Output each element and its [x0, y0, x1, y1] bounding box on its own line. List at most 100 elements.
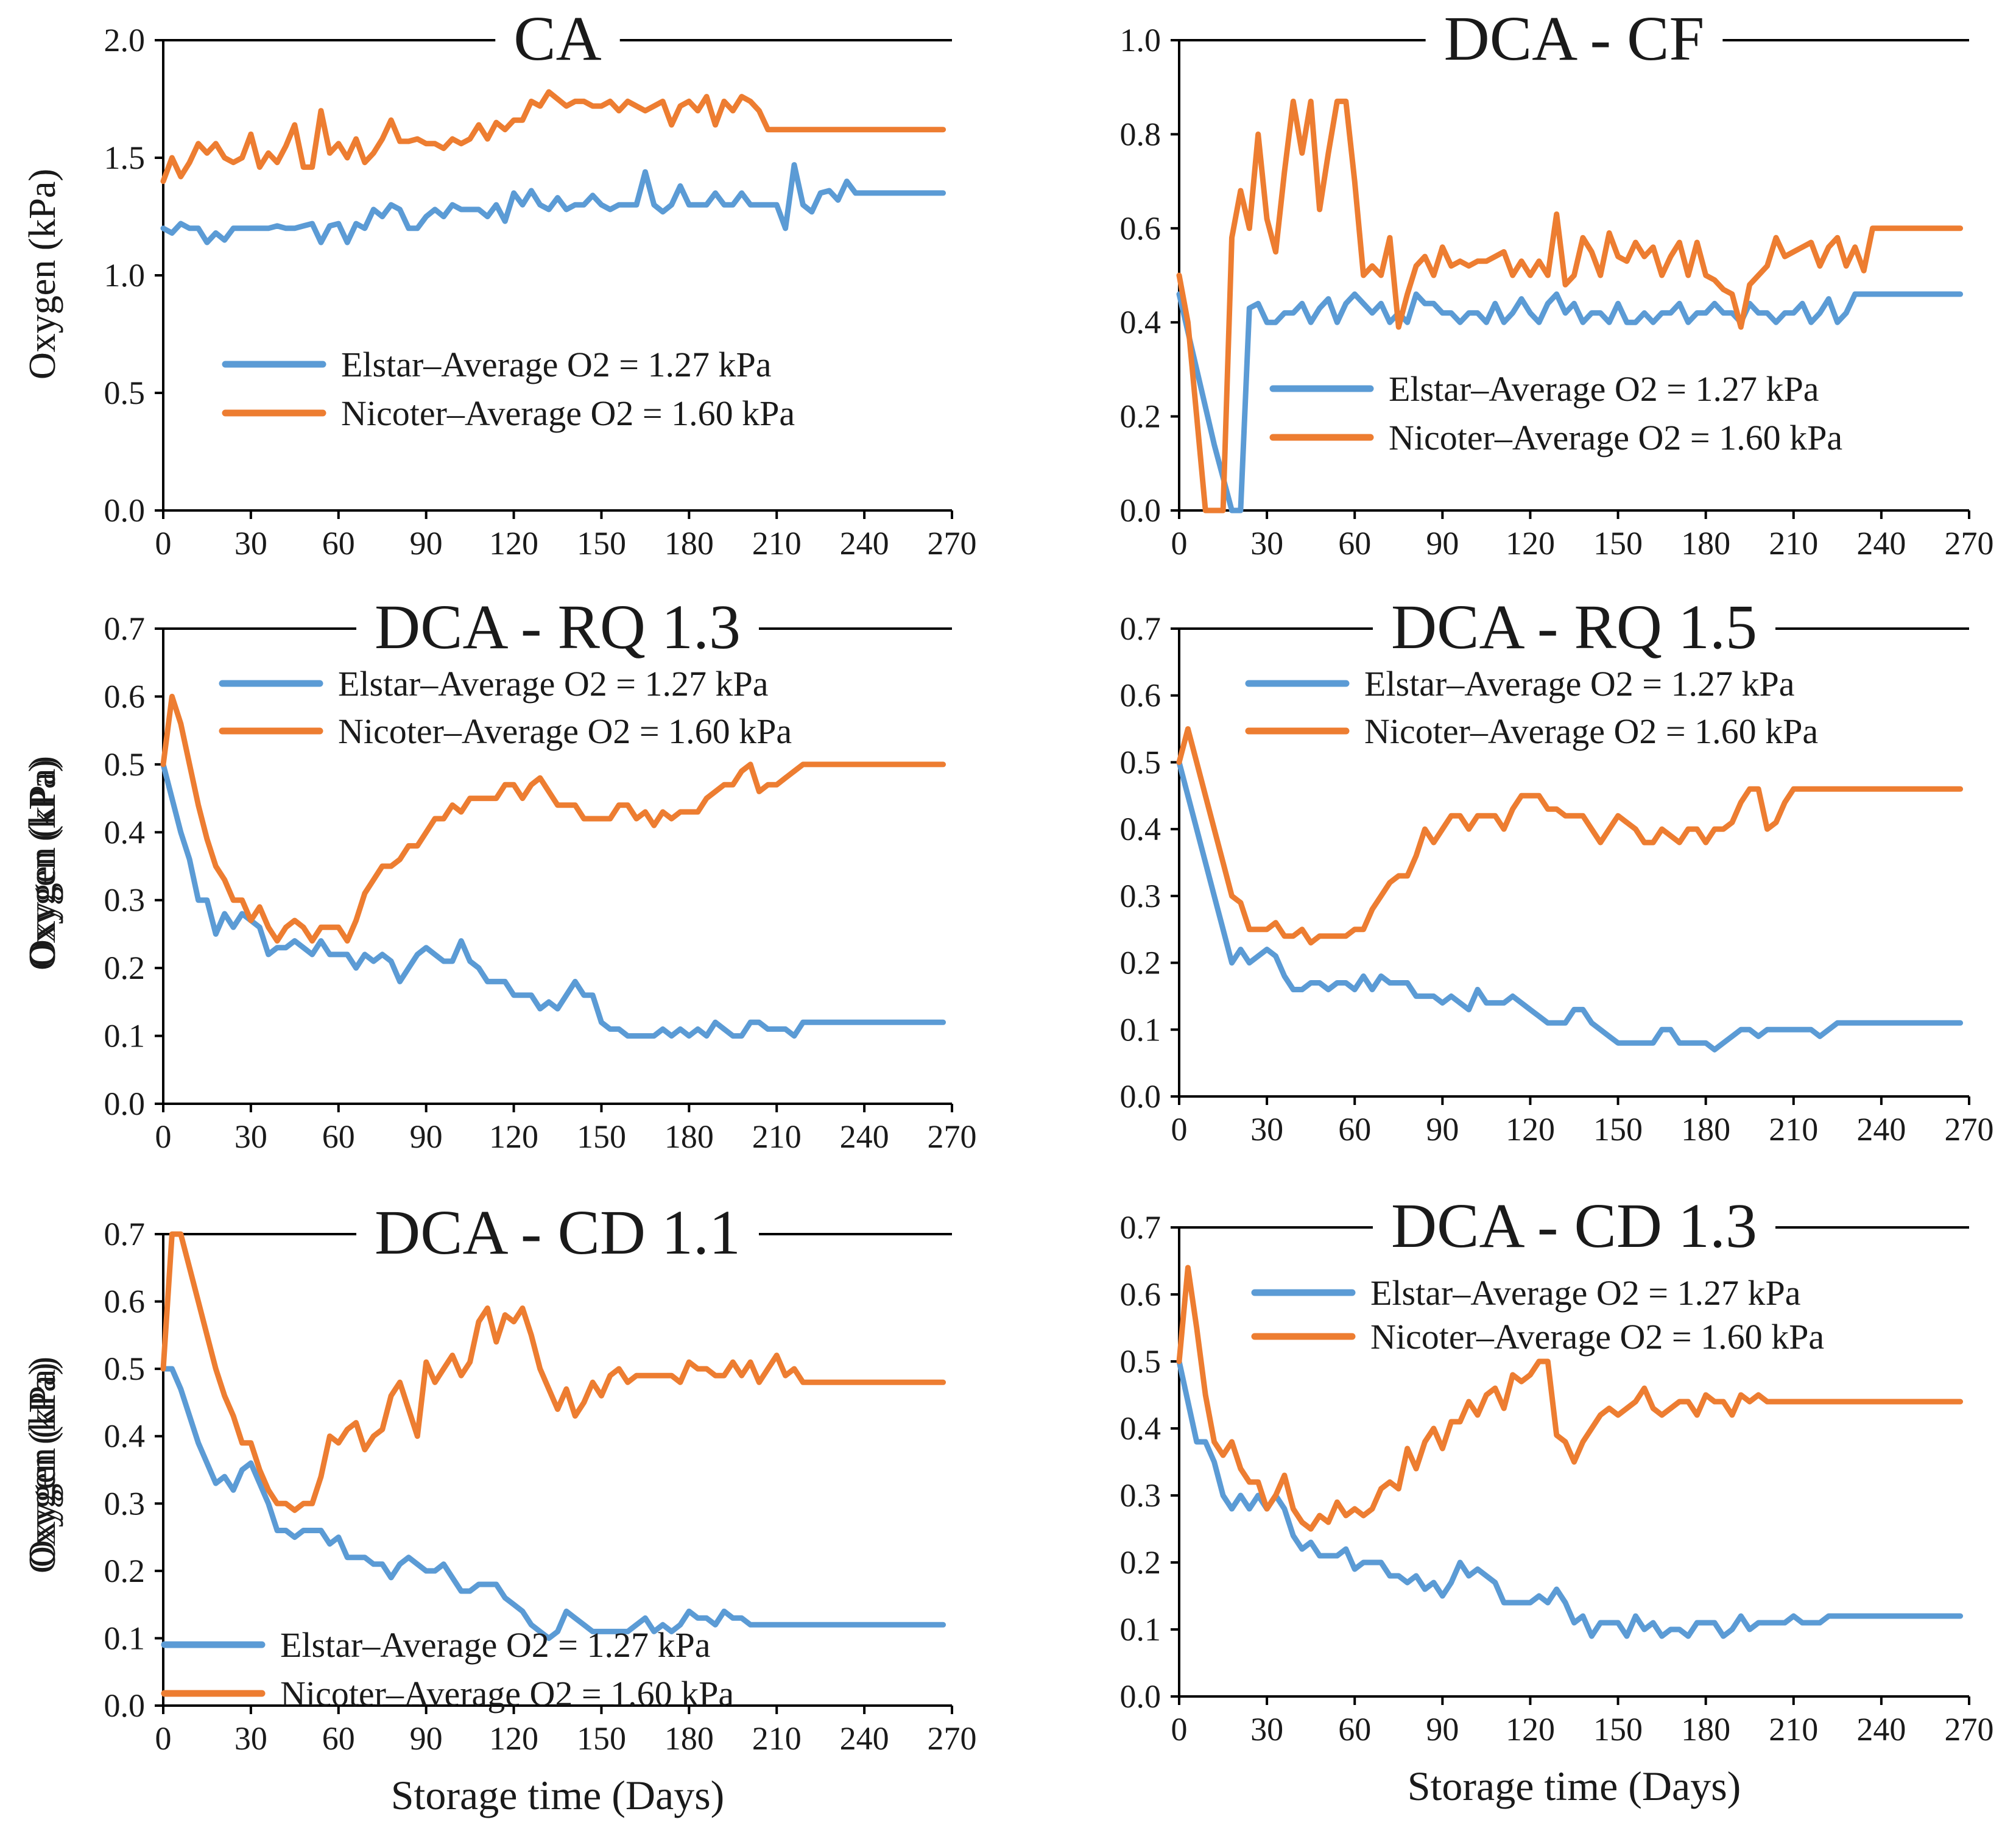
y-axis-label: Oxygen (kPa): [22, 1357, 63, 1567]
y-tick-label: 0.5: [104, 375, 146, 411]
x-tick-label: 180: [1681, 1111, 1730, 1148]
series-line-nicoter: [160, 693, 946, 944]
y-tick-label: 0.1: [104, 1018, 146, 1054]
title-gap: [356, 624, 759, 634]
y-tick-label: 0.2: [1120, 398, 1161, 435]
y-tick-label: 0.0: [104, 492, 146, 529]
chart-panel-5: 0.0 0.1 0.2 0.3 0.4 0.5 0.6 0.7 0 30 60 90 120 150 180…: [22, 1198, 977, 1818]
x-tick-label: 30: [234, 1118, 267, 1155]
legend-label-nicoter: Nicoter–Average O2 = 1.60 kPa: [341, 394, 795, 433]
x-tick-label: 150: [577, 525, 626, 562]
x-tick-label: 60: [1338, 1711, 1371, 1748]
y-axis-label: Oxygen (kPa): [22, 1363, 63, 1573]
x-tick-label: 90: [410, 525, 443, 562]
series-line-elstar: [160, 761, 946, 1039]
y-tick-label: 0.8: [1120, 116, 1161, 152]
title-gap: [356, 1229, 759, 1239]
y-axis-label: Oxygen (kPa): [22, 756, 63, 967]
x-tick-label: 60: [1338, 525, 1371, 562]
x-tick-label: 60: [1338, 1111, 1371, 1148]
x-tick-label: 120: [489, 525, 538, 562]
x-tick-label: 0: [1171, 1711, 1188, 1748]
chart-title: DCA - RQ 1.3: [375, 592, 741, 662]
y-tick-label: 0.7: [1120, 1209, 1161, 1246]
y-tick-label: 0.1: [1120, 1611, 1161, 1648]
x-axis-label: Storage time (Days): [1408, 1763, 1741, 1809]
x-tick-label: 240: [840, 1118, 889, 1155]
x-tick-label: 30: [1250, 1111, 1283, 1148]
y-tick-label: 0.2: [1120, 1544, 1161, 1581]
chart-panel-3: 0.0 0.1 0.2 0.3 0.4 0.5 0.6 0.7 0 30 60 90 120 150 180…: [22, 592, 977, 1155]
x-tick-label: 90: [1426, 1111, 1459, 1148]
legend-label-nicoter: Nicoter–Average O2 = 1.60 kPa: [1370, 1317, 1824, 1357]
y-tick-label: 2.0: [104, 22, 146, 58]
y-tick-label: 1.5: [104, 139, 146, 176]
legend-label-elstar: Elstar–Average O2 = 1.27 kPa: [338, 664, 769, 704]
x-tick-label: 270: [928, 1720, 977, 1757]
chart-title: DCA - CD 1.1: [375, 1198, 741, 1268]
y-tick-label: 0.3: [1120, 878, 1161, 914]
title-gap: [1373, 1223, 1775, 1232]
x-tick-label: 180: [664, 1720, 714, 1757]
x-tick-label: 180: [1681, 525, 1730, 562]
legend-label-elstar: Elstar–Average O2 = 1.27 kPa: [1364, 664, 1795, 704]
x-tick-label: 120: [489, 1118, 538, 1155]
x-tick-label: 270: [928, 525, 977, 562]
x-tick-label: 0: [155, 1118, 172, 1155]
y-tick-label: 0.7: [1120, 610, 1161, 647]
y-tick-label: 0.4: [1120, 304, 1161, 341]
title-gap: [1373, 624, 1775, 634]
y-tick-label: 0.5: [1120, 1343, 1161, 1380]
x-tick-label: 120: [1506, 1111, 1555, 1148]
x-tick-label: 210: [752, 525, 802, 562]
y-tick-label: 0.3: [104, 1485, 146, 1522]
x-tick-label: 120: [1506, 1711, 1555, 1748]
x-tick-label: 240: [840, 525, 889, 562]
y-tick-label: 0.1: [104, 1620, 146, 1656]
series-line-nicoter: [1176, 98, 1964, 514]
legend-label-nicoter: Nicoter–Average O2 = 1.60 kPa: [1364, 711, 1818, 751]
x-tick-label: 240: [1856, 525, 1906, 562]
title-gap: [1425, 35, 1723, 45]
title-gap: [495, 35, 620, 45]
y-tick-label: 1.0: [1120, 22, 1161, 58]
series-line-nicoter: [1176, 726, 1964, 946]
x-tick-label: 210: [1769, 525, 1818, 562]
y-tick-label: 0.4: [104, 1418, 146, 1455]
y-tick-label: 0.5: [1120, 744, 1161, 780]
x-tick-label: 240: [840, 1720, 889, 1757]
y-tick-label: 0.0: [1120, 1678, 1161, 1715]
chart-title: DCA - CF: [1444, 4, 1705, 74]
series-line-elstar: [160, 1366, 946, 1641]
series-line-elstar: [160, 162, 946, 245]
y-tick-label: 0.0: [104, 1085, 146, 1122]
x-tick-label: 0: [155, 1720, 172, 1757]
x-tick-label: 210: [1769, 1711, 1818, 1748]
y-tick-label: 0.4: [1120, 1410, 1161, 1447]
chart-panel-4: 0.0 0.1 0.2 0.3 0.4 0.5 0.6 0.7 0 30 60 90 120 150 180…: [22, 592, 1994, 1148]
series-line-elstar: [1176, 759, 1964, 1053]
y-tick-label: 0.3: [104, 882, 146, 919]
x-tick-label: 180: [664, 525, 714, 562]
series-line-nicoter: [160, 89, 946, 185]
x-tick-label: 30: [234, 525, 267, 562]
x-tick-label: 210: [752, 1720, 802, 1757]
x-tick-label: 240: [1856, 1111, 1906, 1148]
y-tick-label: 0.6: [1120, 677, 1161, 714]
x-tick-label: 120: [1506, 525, 1555, 562]
y-axis-label: Oxygen (kPa): [22, 169, 63, 379]
legend-label-elstar: Elstar–Average O2 = 1.27 kPa: [1370, 1273, 1801, 1313]
x-tick-label: 90: [410, 1118, 443, 1155]
y-tick-label: 0.6: [1120, 210, 1161, 247]
x-tick-label: 120: [489, 1720, 538, 1757]
x-tick-label: 270: [1945, 1711, 1994, 1748]
x-tick-label: 30: [234, 1720, 267, 1757]
y-tick-label: 1.0: [104, 257, 146, 294]
y-tick-label: 0.6: [1120, 1276, 1161, 1313]
y-tick-label: 0.2: [104, 1553, 146, 1589]
y-tick-label: 0.2: [1120, 945, 1161, 981]
chart-panel-1: 0.0 0.5 1.0 1.5 2.0 0 30 60 90 120 150 180 210 240 270…: [22, 4, 977, 562]
series-line-nicoter: [1176, 1265, 1964, 1532]
x-tick-label: 60: [322, 1720, 355, 1757]
